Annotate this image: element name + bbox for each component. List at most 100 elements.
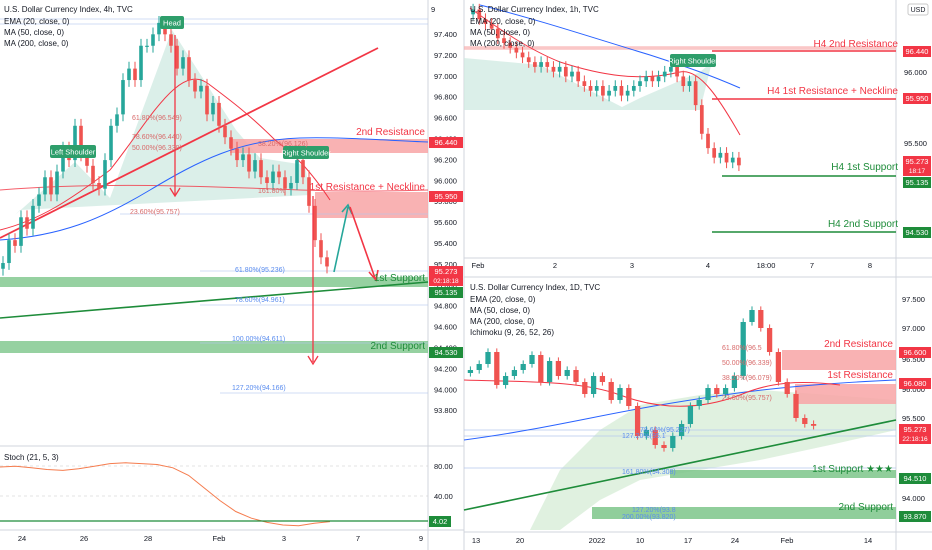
h1-ema20: [469, 7, 741, 136]
x-tick: 26: [80, 534, 88, 543]
d1-badge-resistance-2: 96.600: [899, 347, 931, 358]
d1-candle: [582, 378, 588, 398]
h1-candle: [681, 70, 686, 92]
h4-candle: [271, 164, 275, 190]
svg-text:94.510: 94.510: [904, 474, 927, 483]
h1-candle: [613, 80, 618, 97]
h4-ma50: [0, 137, 429, 241]
d1-ytick: 95.500: [902, 414, 925, 423]
d1-candle: [652, 426, 658, 449]
h4-candle: [13, 233, 17, 253]
h4-candle: [313, 198, 317, 248]
h1-candle: [662, 65, 667, 83]
h1-badge-resistance-1: 95.950: [903, 93, 931, 104]
h1-badge-support-1: 95.135: [903, 177, 931, 188]
d1-candle: [564, 366, 570, 380]
fib-label: 127.20%(94.166): [232, 385, 286, 392]
d1-badge-current: 95.273 22:18:16: [899, 424, 931, 444]
fib-label: 161.80%: [258, 188, 286, 195]
h4-x-axis: 24 26 28 Feb 3 7 9: [18, 534, 423, 543]
d1-panel: 61.80%(96.5 50.00%(96.339) 38.20%(96.079…: [463, 283, 931, 530]
stoch-ytick: 80.00: [434, 462, 453, 471]
h4-candle: [97, 176, 101, 196]
h4-red-trendline: [0, 47, 379, 239]
d1-candle: [784, 378, 790, 398]
h1-candle: [712, 142, 717, 164]
h1-candle: [687, 75, 692, 92]
fib-label: 61.80%(96.5: [722, 345, 762, 352]
h4-fib-labels: 61.80%(96.549) 78.60%(96.440) 50.00%(96.…: [130, 115, 308, 216]
svg-text:95.273: 95.273: [904, 425, 927, 434]
svg-text:Right Shoulder: Right Shoulder: [281, 149, 331, 158]
svg-text:95.950: 95.950: [435, 192, 458, 201]
svg-text:96.080: 96.080: [904, 379, 927, 388]
h1-candles: [471, 3, 741, 172]
d1-2nd-support-label: 2nd Support: [839, 502, 894, 513]
h4-2nd-support-label: 2nd Support: [371, 341, 426, 352]
svg-text:02:18:18: 02:18:18: [433, 278, 459, 285]
d1-candle: [520, 360, 526, 374]
h4-candle: [31, 198, 35, 236]
d1-1st-resistance-zone: [795, 384, 896, 404]
h4-left-shoulder-label: Left Shoulder: [50, 145, 96, 158]
h4-retest-arrow-down: [349, 206, 376, 279]
h1-h4-2nd-support-label: H4 2nd Support: [828, 219, 898, 230]
svg-text:18:17: 18:17: [909, 168, 926, 175]
h4-candle: [91, 158, 95, 190]
h4-candle: [49, 170, 53, 202]
svg-text:96.440: 96.440: [435, 138, 458, 147]
h4-candle: [73, 118, 77, 167]
d1-candle: [705, 384, 711, 404]
d1-candle: [626, 384, 632, 410]
x-tick: 24: [18, 534, 26, 543]
h1-candle: [594, 80, 599, 97]
d1-candle: [722, 384, 729, 398]
h4-candle: [217, 96, 221, 133]
h4-candle: [241, 147, 245, 167]
h4-candle: [7, 233, 11, 270]
fib-label: 61.80%(96.549): [132, 115, 182, 122]
stoch-panel: Stoch (21, 5, 3) 80.00 40.00 4.02: [0, 453, 453, 527]
h4-candle: [121, 73, 125, 122]
h1-right-shoulder-label: Right Shoulder: [668, 54, 718, 67]
d1-candle: [670, 432, 676, 452]
svg-text:22:18:16: 22:18:16: [902, 436, 928, 443]
h1-candle: [576, 65, 581, 87]
svg-text:96.440: 96.440: [906, 47, 929, 56]
d1-ytick: 94.000: [902, 494, 925, 503]
fib-label: 61.80%(95.236): [235, 267, 285, 274]
fib-label: 50.00%(96.339): [722, 360, 772, 367]
h4-candle: [145, 38, 149, 53]
h1-candle: [557, 61, 562, 78]
d1-indicator: Ichimoku (9, 26, 52, 26): [470, 328, 554, 337]
svg-text:95.273: 95.273: [906, 157, 929, 166]
h4-ytick: 94.200: [434, 364, 457, 373]
fib-label: 23.60%(95.757): [130, 209, 180, 216]
d1-1st-support-zone: [670, 470, 896, 478]
h1-candle: [638, 75, 642, 92]
svg-text:95.950: 95.950: [906, 94, 929, 103]
h4-ytick: 94.800: [434, 302, 457, 311]
h4-ytick: 95.400: [434, 239, 457, 248]
h4-badge-resistance-2: 96.440: [429, 137, 463, 148]
h4-candle: [139, 38, 143, 87]
d1-candle: [529, 351, 535, 368]
svg-text:Left Shoulder: Left Shoulder: [51, 148, 96, 157]
h1-h4-1st-support-label: H4 1st Support: [831, 162, 898, 173]
h1-candle: [718, 147, 723, 164]
h1-indicator: EMA (20, close, 0): [470, 17, 536, 26]
h1-candle: [520, 46, 525, 64]
x-tick: 7: [356, 534, 360, 543]
d1-candle: [696, 396, 702, 410]
d1-candle: [766, 324, 773, 356]
h4-candle: [1, 256, 5, 276]
d1-2nd-resistance-zone: [782, 350, 896, 370]
h4-title: U.S. Dollar Currency Index, 4h, TVC: [4, 5, 133, 14]
h1-candle: [631, 80, 636, 97]
d1-candle: [810, 420, 817, 430]
d1-candle: [643, 426, 650, 440]
h4-badge-resistance-1: 95.950: [429, 191, 463, 202]
h1-candle: [495, 22, 500, 44]
h4-indicator: MA (200, close, 0): [4, 39, 69, 48]
h4-candle: [229, 130, 233, 156]
